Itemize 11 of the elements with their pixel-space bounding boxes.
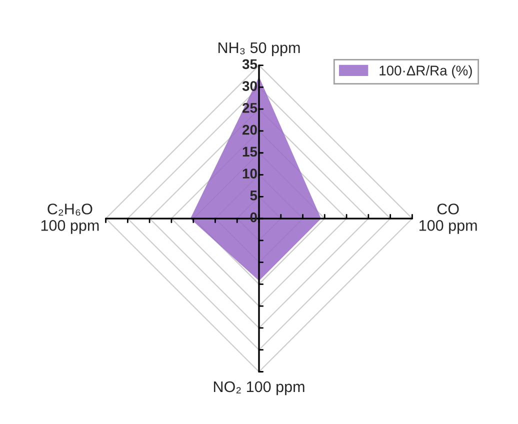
spoke-label: NH₃ 50 ppm xyxy=(218,42,300,56)
y-tick-label: 25 xyxy=(242,102,258,113)
y-tick-label: 35 xyxy=(242,59,258,70)
spoke-label: NO₂ 100 ppm xyxy=(214,381,304,396)
y-tick-label: 5 xyxy=(250,190,258,200)
spoke-label: C₂H₆O 100 ppm xyxy=(41,204,99,234)
legend-label: 100·ΔR/Ra (%) xyxy=(380,65,472,78)
y-tick-label: 15 xyxy=(242,146,258,157)
spoke-label: CO 100 ppm xyxy=(420,204,477,234)
y-tick-label: 20 xyxy=(242,124,257,135)
y-tick-label: 10 xyxy=(242,168,257,178)
